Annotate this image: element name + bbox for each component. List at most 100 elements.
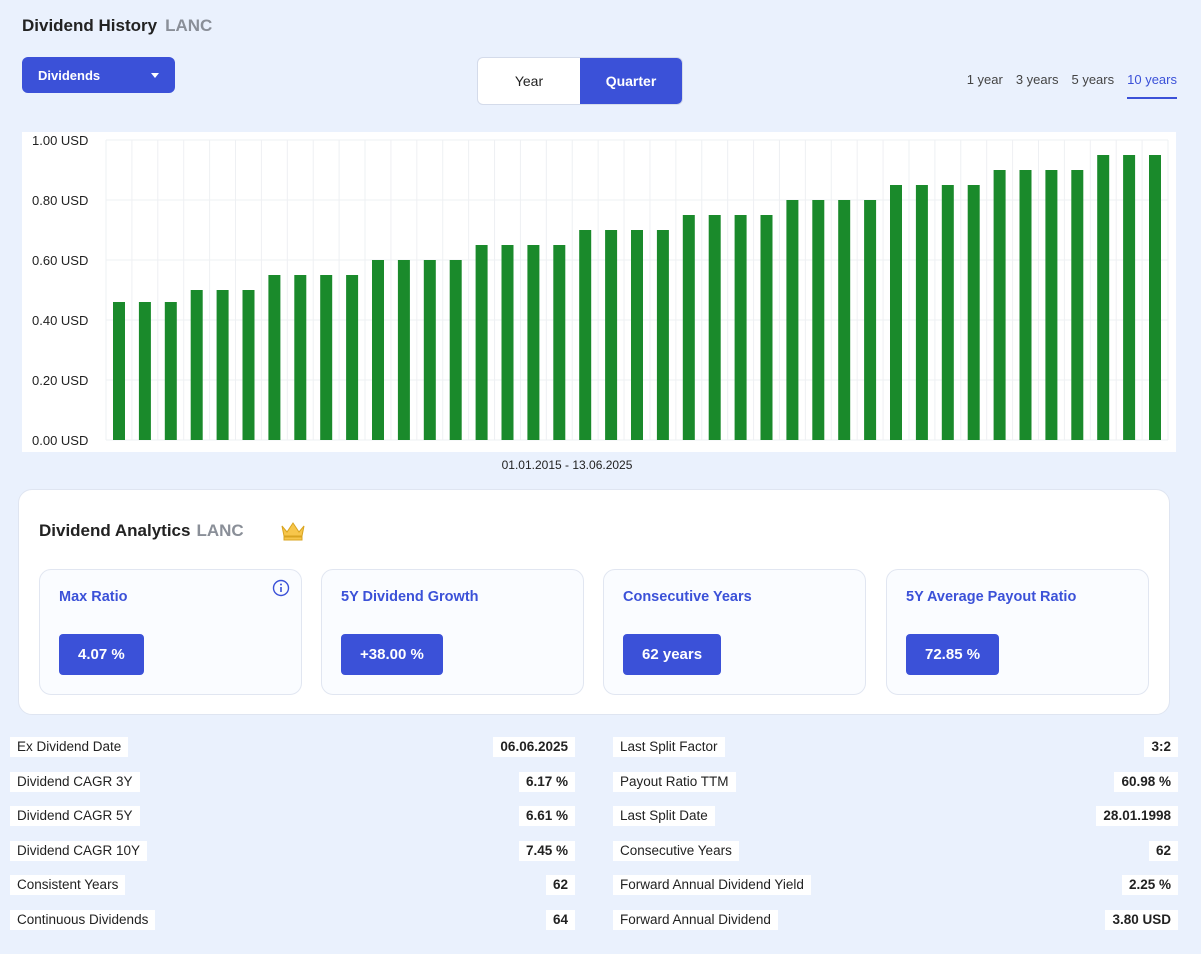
dividend-bar[interactable] — [242, 290, 255, 440]
stat-label: Last Split Factor — [613, 737, 725, 757]
metric-label: Max Ratio — [59, 589, 128, 605]
metric-dropdown[interactable]: Dividends — [22, 57, 175, 93]
metric-value: +38.00 % — [341, 634, 443, 675]
metric-max-ratio: Max Ratio 4.07 % — [39, 569, 302, 695]
dividend-analytics-card: Dividend Analytics LANC Max Ratio 4.07 % … — [18, 489, 1170, 715]
range-1-year[interactable]: 1 year — [966, 72, 1003, 87]
period-toggle: Year Quarter — [477, 57, 683, 105]
dividend-chart-svg: 1.00 USD 0.80 USD 0.60 USD 0.40 USD 0.20 USD… — [32, 133, 1169, 448]
stat-label: Dividend CAGR 3Y — [10, 772, 140, 792]
dividend-bar[interactable] — [346, 275, 359, 440]
dividend-bar[interactable] — [294, 275, 307, 440]
dividend-bar[interactable] — [993, 170, 1006, 440]
metric-label: 5Y Dividend Growth — [341, 589, 479, 605]
toggle-quarter-button[interactable]: Quarter — [580, 58, 682, 104]
dividend-bar[interactable] — [915, 185, 928, 440]
dividend-bar[interactable] — [320, 275, 333, 440]
dividend-bar[interactable] — [656, 230, 669, 440]
stat-label: Forward Annual Dividend — [613, 910, 778, 930]
dividend-bar[interactable] — [449, 260, 462, 440]
stat-label: Consistent Years — [10, 875, 126, 895]
dividend-bar[interactable] — [1071, 170, 1084, 440]
stat-value: 62 — [1148, 841, 1178, 861]
dividend-bar[interactable] — [164, 302, 177, 440]
analytics-ticker: LANC — [196, 521, 244, 540]
stat-label: Forward Annual Dividend Yield — [613, 875, 811, 895]
metric-label: Consecutive Years — [623, 589, 752, 605]
dividend-bar[interactable] — [941, 185, 954, 440]
dividend-bar[interactable] — [475, 245, 488, 440]
crown-icon — [281, 522, 305, 541]
metric-value: 72.85 % — [906, 634, 1000, 675]
dividend-bar[interactable] — [890, 185, 902, 440]
dividend-bar[interactable] — [1149, 155, 1161, 440]
range-5-years[interactable]: 5 years — [1071, 72, 1115, 87]
dividend-bar[interactable] — [1045, 170, 1058, 440]
dividend-bar[interactable] — [864, 200, 877, 440]
stat-value: 64 — [545, 910, 575, 930]
dividend-bar[interactable] — [786, 200, 799, 440]
caret-down-icon — [151, 72, 159, 78]
dividend-bar[interactable] — [1097, 155, 1110, 440]
y-tick-label: 1.00 USD — [32, 133, 88, 148]
dividend-chart: 1.00 USD 0.80 USD 0.60 USD 0.40 USD 0.20 USD… — [22, 132, 1176, 452]
dividend-bar[interactable] — [631, 230, 643, 440]
dividend-bar[interactable] — [812, 200, 825, 440]
stat-value: 2.25 % — [1121, 875, 1178, 895]
info-icon[interactable] — [272, 579, 290, 597]
y-tick-label: 0.40 USD — [32, 313, 88, 328]
dividend-bar[interactable] — [760, 215, 773, 440]
metric-5y-dividend-growth: 5Y Dividend Growth +38.00 % — [321, 569, 584, 695]
range-3-years[interactable]: 3 years — [1015, 72, 1059, 87]
stat-value: 28.01.1998 — [1096, 806, 1178, 826]
dividend-bar[interactable] — [397, 260, 410, 440]
analytics-title: Dividend Analytics LANC — [39, 521, 244, 541]
stat-value: 3.80 USD — [1105, 910, 1178, 930]
stat-value: 3:2 — [1144, 737, 1178, 757]
stat-value: 06.06.2025 — [493, 737, 575, 757]
analytics-title-text: Dividend Analytics — [39, 521, 191, 540]
stat-label: Ex Dividend Date — [10, 737, 129, 757]
dividend-bar[interactable] — [113, 302, 125, 440]
stat-label: Dividend CAGR 10Y — [10, 841, 148, 861]
page-title-ticker: LANC — [165, 16, 213, 35]
dividend-bar[interactable] — [605, 230, 618, 440]
dividend-bar[interactable] — [501, 245, 514, 440]
dividend-bar[interactable] — [838, 200, 851, 440]
dividend-bar[interactable] — [734, 215, 747, 440]
y-tick-label: 0.80 USD — [32, 193, 88, 208]
page-title: Dividend History LANC — [22, 16, 212, 36]
dividend-bar[interactable] — [268, 275, 281, 440]
dividend-bar[interactable] — [1019, 170, 1032, 440]
stat-label: Continuous Dividends — [10, 910, 156, 930]
stat-value: 60.98 % — [1114, 772, 1178, 792]
stat-value: 6.17 % — [518, 772, 575, 792]
metric-consecutive-years: Consecutive Years 62 years — [603, 569, 866, 695]
stat-label: Payout Ratio TTM — [613, 772, 736, 792]
toggle-year-button[interactable]: Year — [514, 73, 544, 89]
dividend-bar[interactable] — [216, 290, 229, 440]
metric-label: 5Y Average Payout Ratio — [906, 589, 1077, 605]
stat-label: Consecutive Years — [613, 841, 739, 861]
dividend-bar[interactable] — [967, 185, 980, 440]
y-tick-label: 0.60 USD — [32, 253, 88, 268]
metric-dropdown-label: Dividends — [38, 67, 101, 83]
metric-5y-average-payout-ratio: 5Y Average Payout Ratio 72.85 % — [886, 569, 1149, 695]
dividend-bar[interactable] — [190, 290, 203, 440]
dividend-bar[interactable] — [553, 245, 566, 440]
chart-date-range: 01.01.2015 - 13.06.2025 — [501, 458, 633, 472]
dividend-bar[interactable] — [527, 245, 540, 440]
dividend-bar[interactable] — [682, 215, 695, 440]
stat-value: 62 — [545, 875, 575, 895]
dividend-bar[interactable] — [423, 260, 436, 440]
dividend-bar[interactable] — [708, 215, 721, 440]
dividend-bar[interactable] — [138, 302, 151, 440]
range-10-years[interactable]: 10 years — [1127, 72, 1177, 99]
stat-label: Last Split Date — [613, 806, 715, 826]
dividend-bar[interactable] — [1123, 155, 1136, 440]
dividend-bar[interactable] — [372, 260, 384, 440]
stat-value: 6.61 % — [518, 806, 575, 826]
y-tick-label: 0.20 USD — [32, 373, 88, 388]
range-selector: 1 year 3 years 5 years 10 years — [967, 72, 1177, 99]
dividend-bar[interactable] — [579, 230, 592, 440]
